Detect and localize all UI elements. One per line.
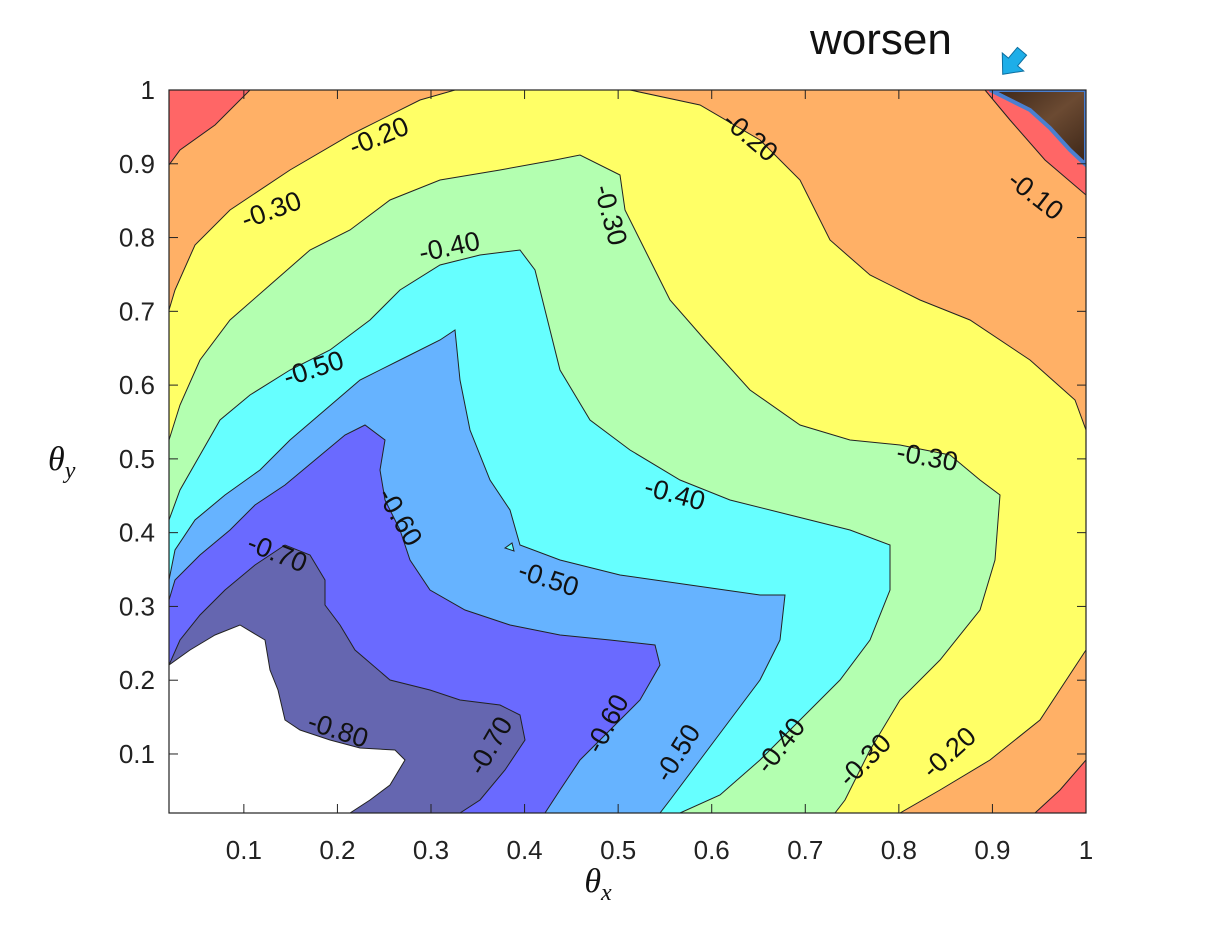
band-white bbox=[169, 624, 406, 813]
x-tick-label: 0.4 bbox=[506, 835, 542, 865]
worsen-annotation: worsen bbox=[809, 15, 952, 64]
y-tick-label: 0.1 bbox=[119, 739, 155, 769]
x-axis-ticks: 0.1 0.2 0.3 0.4 0.5 0.6 0.7 0.8 0.9 1 bbox=[226, 90, 1093, 865]
y-tick-label: 0.2 bbox=[119, 665, 155, 695]
plot-area bbox=[169, 90, 1086, 813]
y-tick-label: 1 bbox=[141, 75, 155, 105]
x-tick-label: 0.8 bbox=[881, 835, 917, 865]
y-tick-label: 0.3 bbox=[119, 591, 155, 621]
y-tick-label: 0.4 bbox=[119, 518, 155, 548]
plot-border bbox=[168, 89, 1087, 814]
x-tick-label: 1 bbox=[1079, 835, 1093, 865]
x-tick-label: 0.7 bbox=[787, 835, 823, 865]
y-tick-label: 0.7 bbox=[119, 296, 155, 326]
x-tick-label: 0.6 bbox=[694, 835, 730, 865]
y-tick-label: 0.9 bbox=[119, 149, 155, 179]
x-tick-label: 0.9 bbox=[974, 835, 1010, 865]
x-axis-label: θx bbox=[584, 863, 612, 906]
x-tick-label: 0.5 bbox=[600, 835, 636, 865]
y-tick-label: 0.6 bbox=[119, 370, 155, 400]
arrow-icon bbox=[1001, 46, 1028, 75]
worsen-region bbox=[989, 90, 1086, 168]
x-tick-label: 0.3 bbox=[413, 835, 449, 865]
y-axis-label: θy bbox=[48, 441, 76, 484]
small-contour-island bbox=[503, 542, 515, 552]
y-axis-ticks: 0.1 0.2 0.3 0.4 0.5 0.6 0.7 0.8 0.9 1 bbox=[119, 75, 1086, 769]
x-tick-label: 0.1 bbox=[226, 835, 262, 865]
x-tick-label: 0.2 bbox=[319, 835, 355, 865]
y-tick-label: 0.8 bbox=[119, 223, 155, 253]
y-tick-label: 0.5 bbox=[119, 444, 155, 474]
